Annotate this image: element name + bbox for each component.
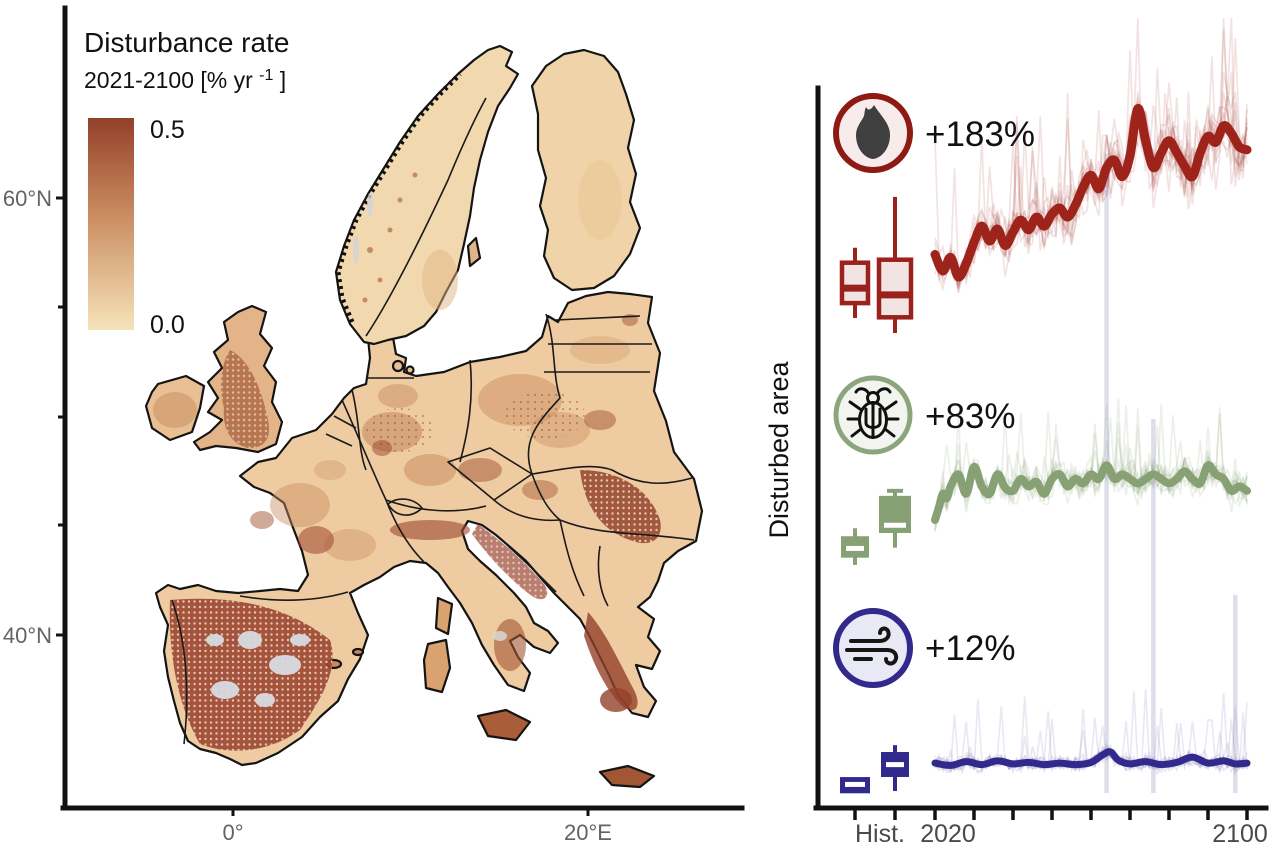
lat-label-60n: 60°N (3, 186, 52, 211)
y-axis-label: Disturbed area (764, 360, 794, 538)
bark-beetle-icon (833, 375, 913, 455)
wind-glyph (845, 626, 899, 666)
lat-label-40n: 40°N (3, 623, 52, 648)
country-borders (171, 97, 695, 745)
wind-ensemble-member (934, 750, 1248, 774)
fjord-coast-texture (335, 72, 462, 323)
fire-boxplot-future (876, 196, 914, 334)
ts-axes: Hist. 2020 2100 Disturbed area (764, 85, 1269, 848)
storm-spikes-layer (1104, 153, 1238, 794)
islands (325, 236, 656, 789)
ts-x-ticks (853, 808, 1249, 820)
timeseries-panel: Hist. 2020 2100 Disturbed area +183% (764, 17, 1269, 848)
fire-mean-line (930, 104, 1252, 282)
map-panel: Disturbance rate 2021-2100 [% yr -1 ] 0.… (3, 5, 745, 845)
wind-mean-line (931, 748, 1251, 769)
europe-map (144, 44, 704, 789)
wind-boxplot-historical (840, 777, 870, 794)
x-label-hist: Hist. (855, 820, 905, 848)
legend-min: 0.0 (150, 311, 185, 339)
beetle-glyph (846, 387, 900, 439)
lon-label-0: 0° (222, 820, 243, 845)
beetle-boxplot-historical (841, 528, 869, 565)
legend-colorbar (88, 118, 134, 330)
beetle-mean-line (931, 461, 1251, 524)
wind-change-label: +12% (925, 629, 1016, 668)
boxplots-layer (839, 196, 914, 794)
x-label-2020: 2020 (920, 820, 976, 848)
legend-max: 0.5 (150, 116, 185, 144)
wind-icon (833, 608, 913, 688)
map-axes: 60°N 40°N 0° 20°E (3, 5, 745, 845)
beetle-change-label: +83% (925, 397, 1016, 436)
map-legend: Disturbance rate 2021-2100 [% yr -1 ] 0.… (84, 27, 289, 339)
heat-blotches (153, 160, 661, 751)
fire-ensemble-member (934, 17, 1248, 275)
nodata-patches (206, 193, 507, 707)
legend-subtitle: 2021-2100 [% yr -1 ] (84, 67, 286, 93)
wind-boxplot-future (881, 745, 909, 792)
fire-change-label: +183% (925, 115, 1035, 154)
beetle-boxplot-future (879, 488, 911, 548)
flame-glyph (856, 105, 890, 159)
fire-boxplot-historical (839, 247, 871, 319)
lon-label-20e: 20°E (564, 820, 612, 845)
fire-icon (833, 93, 913, 173)
x-label-2100: 2100 (1212, 820, 1268, 848)
mean-lines-layer (930, 104, 1252, 769)
legend-title: Disturbance rate (84, 27, 289, 58)
